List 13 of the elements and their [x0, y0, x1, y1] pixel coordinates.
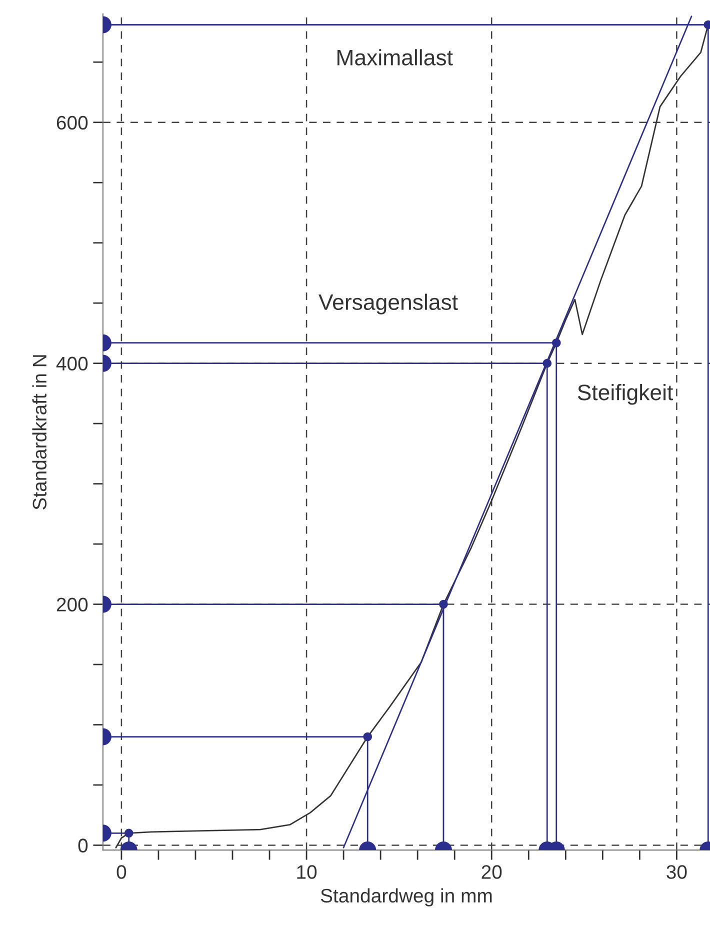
ref-line-label: Maximallast — [338, 49, 453, 66]
x-tick-label: 20 — [482, 865, 502, 879]
y-tick-label: 200 — [56, 598, 88, 612]
x-tick-label: 0 — [116, 865, 126, 879]
x-tick-label: 10 — [297, 865, 317, 879]
annotation: Steifigkeit — [578, 384, 674, 405]
annotation: Versagenslast — [318, 294, 458, 314]
x-axis-title: Standardweg in mm — [320, 888, 492, 906]
y-tick-label: 600 — [56, 116, 88, 130]
x-tick-label: 30 — [666, 865, 687, 879]
y-tick-label: 0 — [78, 838, 88, 852]
y-axis-title: Standardkraft in N — [32, 355, 47, 510]
y-tick-label: 400 — [56, 356, 88, 371]
